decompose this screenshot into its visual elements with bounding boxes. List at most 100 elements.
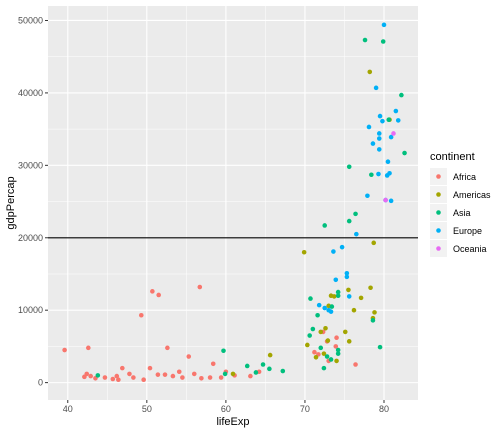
y-tick-label: 0 <box>38 378 43 388</box>
point-africa <box>127 371 132 377</box>
point-africa <box>86 345 91 351</box>
point-europe <box>387 171 392 176</box>
point-americas <box>358 295 364 301</box>
point-asia <box>402 150 407 156</box>
point-asia <box>370 318 376 323</box>
plot-panel <box>48 6 418 400</box>
point-oceania <box>391 131 396 136</box>
point-europe <box>393 108 399 114</box>
x-tick-label: 60 <box>221 404 231 414</box>
point-europe <box>322 305 328 311</box>
point-americas <box>346 287 351 293</box>
legend-item-oceania: Oceania <box>430 240 487 257</box>
point-europe <box>381 22 387 28</box>
point-americas <box>323 325 328 331</box>
point-africa <box>62 347 67 353</box>
point-americas <box>351 307 357 313</box>
point-americas <box>301 249 307 255</box>
y-tick-label: 10000 <box>18 305 43 315</box>
point-asia <box>321 365 327 371</box>
point-africa <box>199 375 204 381</box>
point-americas <box>313 354 319 360</box>
point-africa <box>110 376 116 382</box>
point-europe <box>346 294 352 299</box>
point-americas <box>331 294 337 299</box>
point-americas <box>267 352 273 358</box>
y-tick-label: 20000 <box>18 233 43 243</box>
point-asia <box>308 296 313 301</box>
point-asia <box>95 373 101 378</box>
point-africa <box>176 369 182 375</box>
point-africa <box>353 362 358 367</box>
legend-swatch <box>436 228 441 233</box>
point-africa <box>156 292 161 298</box>
point-asia <box>329 304 335 309</box>
point-asia <box>267 366 272 372</box>
point-europe <box>395 118 401 123</box>
point-asia <box>335 293 341 299</box>
point-europe <box>328 309 334 314</box>
point-americas <box>368 285 373 291</box>
point-asia <box>318 345 324 351</box>
point-africa <box>180 375 185 380</box>
y-axis-title: gdpPercap <box>5 176 17 229</box>
point-asia <box>362 37 368 43</box>
point-oceania <box>383 197 388 203</box>
point-europe <box>388 198 394 204</box>
point-americas <box>367 69 373 75</box>
point-africa <box>120 365 125 371</box>
point-asia <box>399 92 404 98</box>
point-africa <box>102 375 108 380</box>
point-asia <box>280 368 286 374</box>
point-europe <box>331 249 336 254</box>
legend-label: Asia <box>453 208 471 218</box>
point-africa <box>131 375 136 380</box>
point-africa <box>334 335 339 341</box>
point-asia <box>315 312 320 318</box>
point-africa <box>248 373 253 379</box>
point-europe <box>333 277 339 283</box>
point-europe <box>376 147 382 152</box>
point-americas <box>346 339 352 344</box>
point-europe <box>344 270 350 276</box>
legend-items: Africa Americas Asia Europe Oceania <box>430 168 491 257</box>
point-africa <box>155 372 161 377</box>
point-asia <box>253 370 259 375</box>
point-africa <box>138 312 144 318</box>
point-asia <box>335 347 341 353</box>
point-asia <box>244 363 250 369</box>
point-asia <box>346 218 352 224</box>
legend-item-europe: Europe <box>430 222 482 239</box>
legend-label: Africa <box>453 172 476 182</box>
point-europe <box>344 274 350 280</box>
point-africa <box>84 371 90 377</box>
point-americas <box>372 310 377 315</box>
x-tick-label: 50 <box>142 404 152 414</box>
point-europe <box>377 113 383 119</box>
point-asia <box>369 172 374 178</box>
point-africa <box>312 349 317 355</box>
point-asia <box>346 164 352 170</box>
point-europe <box>370 141 376 146</box>
point-europe <box>380 118 385 124</box>
point-asia <box>307 333 312 338</box>
point-europe <box>373 85 379 91</box>
point-africa <box>218 375 224 380</box>
minor-gridlines <box>48 6 418 400</box>
point-africa <box>210 361 216 367</box>
point-asia <box>335 351 341 356</box>
point-asia <box>335 289 341 295</box>
legend-label: Americas <box>453 190 491 200</box>
point-europe <box>388 134 394 140</box>
legend-item-africa: Africa <box>430 168 476 185</box>
point-americas <box>321 351 327 356</box>
x-tick-label: 80 <box>379 404 389 414</box>
legend-swatch <box>436 210 441 215</box>
legend-item-asia: Asia <box>430 204 471 221</box>
point-europe <box>376 136 382 141</box>
point-africa <box>147 365 153 371</box>
point-europe <box>365 193 370 199</box>
y-tick-label: 40000 <box>18 88 43 98</box>
point-africa <box>141 377 146 383</box>
point-europe <box>339 244 345 250</box>
